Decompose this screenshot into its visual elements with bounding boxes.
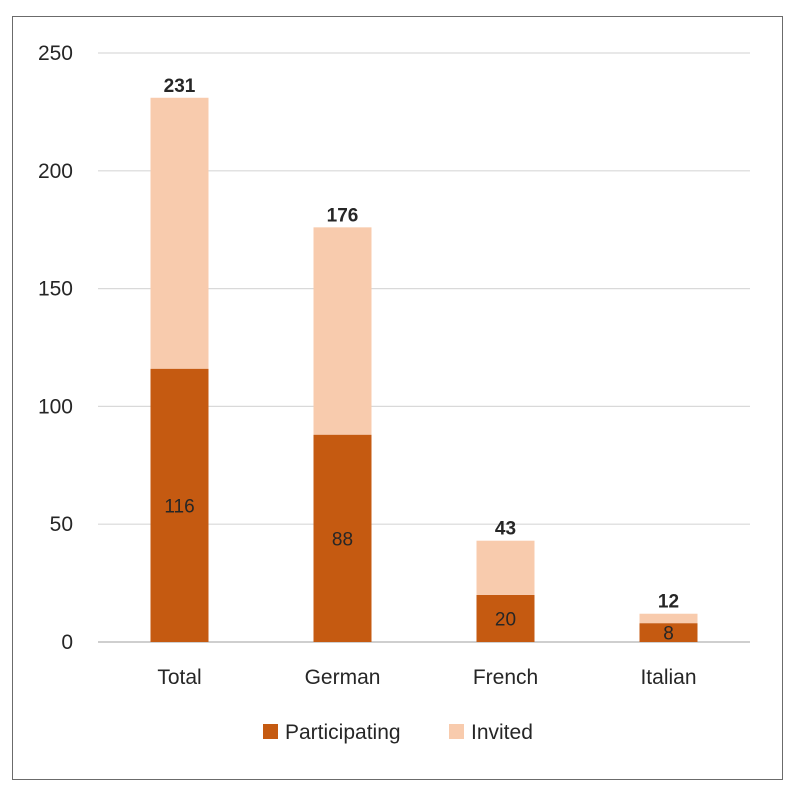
y-tick-label: 200 <box>38 160 73 183</box>
x-category-label: French <box>473 666 538 689</box>
y-tick-label: 150 <box>38 278 73 301</box>
y-tick-label: 0 <box>61 631 73 654</box>
bar-segment-invited <box>639 613 698 624</box>
x-category-label: Italian <box>640 666 696 689</box>
legend-swatch-participating <box>263 724 278 739</box>
total-value-label: 12 <box>658 592 679 613</box>
total-value-label: 176 <box>327 205 359 226</box>
stacked-bar-chart: 0 50 100 150 200 250 116 231 88 176 20 43 8 12 Total… <box>38 42 750 744</box>
bar-segment-participating <box>476 594 535 642</box>
data-labels: 116 231 88 176 20 43 8 12 <box>164 76 679 645</box>
x-axis-categories: Total German French Italian <box>157 666 696 689</box>
participating-value-label: 116 <box>164 496 194 517</box>
participating-value-label: 88 <box>332 529 353 550</box>
chart-frame: 0 50 100 150 200 250 116 231 88 176 20 43 8 12 Total… <box>12 16 783 780</box>
y-tick-label: 100 <box>38 395 73 418</box>
legend-label-invited: Invited <box>471 721 533 744</box>
y-axis-ticks: 0 50 100 150 200 250 <box>38 42 73 654</box>
participating-value-label: 8 <box>663 624 674 645</box>
legend-label-participating: Participating <box>285 721 401 744</box>
bar-segment-invited <box>476 540 535 595</box>
participating-value-label: 20 <box>495 609 516 630</box>
bar-segment-invited <box>313 227 372 435</box>
y-tick-label: 50 <box>50 513 73 536</box>
total-value-label: 43 <box>495 519 516 540</box>
bar-segment-participating <box>150 368 209 642</box>
bar-segment-participating <box>639 623 698 642</box>
x-category-label: German <box>305 666 381 689</box>
y-tick-label: 250 <box>38 42 73 65</box>
bar-segment-invited <box>150 97 209 369</box>
legend: Participating Invited <box>263 721 533 744</box>
bars <box>150 97 698 642</box>
bar-segment-participating <box>313 434 372 642</box>
legend-swatch-invited <box>449 724 464 739</box>
x-category-label: Total <box>157 666 201 689</box>
total-value-label: 231 <box>164 76 196 97</box>
